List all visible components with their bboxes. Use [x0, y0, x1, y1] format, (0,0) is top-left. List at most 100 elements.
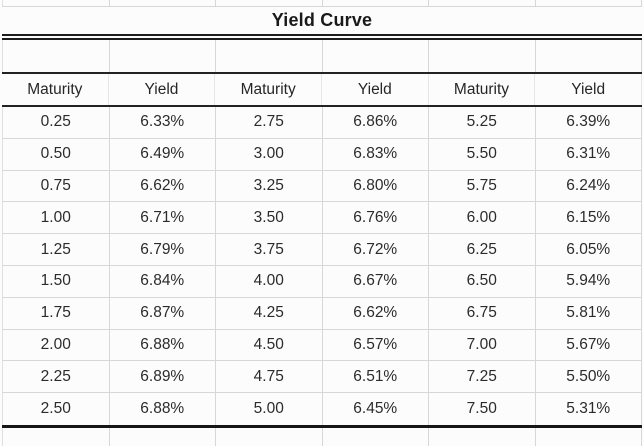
- table-cell[interactable]: 6.62%: [323, 297, 429, 329]
- table-cell[interactable]: 6.00: [429, 202, 536, 234]
- table-cell[interactable]: 4.25: [216, 297, 323, 329]
- table-cell[interactable]: 6.72%: [323, 234, 429, 265]
- gridline-row-bottom: [2, 427, 642, 446]
- table-cell[interactable]: 6.39%: [536, 107, 642, 138]
- grid-cell: [429, 427, 536, 446]
- table-cell[interactable]: 0.50: [3, 138, 110, 170]
- table-cell[interactable]: 5.67%: [536, 329, 642, 361]
- table-title-cell[interactable]: Yield Curve: [2, 7, 642, 40]
- table-cell[interactable]: 0.75: [3, 170, 110, 202]
- table-row: 2.25 6.89% 4.75 6.51% 7.25 5.50%: [2, 361, 642, 394]
- header-cell[interactable]: Yield: [322, 74, 429, 105]
- grid-cell: [216, 40, 323, 72]
- grid-cell: [429, 0, 536, 6]
- table-cell[interactable]: 6.67%: [323, 265, 429, 297]
- table-cell[interactable]: 6.25: [429, 234, 536, 265]
- table-cell[interactable]: 6.79%: [110, 234, 216, 265]
- blank-row: [2, 40, 642, 72]
- table-row: 1.75 6.87% 4.25 6.62% 6.75 5.81%: [2, 297, 642, 330]
- grid-cell: [3, 427, 110, 446]
- table-row: 2.50 6.88% 5.00 6.45% 7.50 5.31%: [2, 393, 642, 425]
- table-cell[interactable]: 1.75: [3, 297, 110, 329]
- table-cell[interactable]: 3.50: [216, 202, 323, 234]
- grid-cell: [323, 0, 429, 6]
- table-cell[interactable]: 6.86%: [323, 107, 429, 138]
- table-cell[interactable]: 6.45%: [323, 393, 429, 425]
- grid-cell: [323, 40, 429, 72]
- table-cell[interactable]: 6.80%: [323, 170, 429, 202]
- table-cell[interactable]: 6.24%: [536, 170, 642, 202]
- table-cell[interactable]: 2.75: [216, 107, 323, 138]
- header-cell[interactable]: Yield: [535, 74, 642, 105]
- header-cell[interactable]: Yield: [109, 74, 216, 105]
- grid-cell: [536, 40, 642, 72]
- table-cell[interactable]: 1.25: [3, 234, 110, 265]
- table-cell[interactable]: 5.00: [216, 393, 323, 425]
- table-cell[interactable]: 0.25: [3, 107, 110, 138]
- table-cell[interactable]: 6.15%: [536, 202, 642, 234]
- table-cell[interactable]: 6.88%: [110, 393, 216, 425]
- header-cell[interactable]: Maturity: [429, 74, 536, 105]
- table-cell[interactable]: 5.31%: [536, 393, 642, 425]
- table-cell[interactable]: 1.00: [3, 202, 110, 234]
- table-cell[interactable]: 5.50: [429, 138, 536, 170]
- table-row: 1.50 6.84% 4.00 6.67% 6.50 5.94%: [2, 265, 642, 298]
- table-row: 1.25 6.79% 3.75 6.72% 6.25 6.05%: [2, 234, 642, 266]
- table-cell[interactable]: 6.33%: [110, 107, 216, 138]
- table-cell[interactable]: 7.25: [429, 361, 536, 393]
- table-cell[interactable]: 6.31%: [536, 138, 642, 170]
- table-cell[interactable]: 3.00: [216, 138, 323, 170]
- table-row: 0.75 6.62% 3.25 6.80% 5.75 6.24%: [2, 170, 642, 203]
- grid-cell: [216, 427, 323, 446]
- gridline-row-top: [2, 0, 642, 7]
- table-cell[interactable]: 6.89%: [110, 361, 216, 393]
- table-cell[interactable]: 6.49%: [110, 138, 216, 170]
- table-cell[interactable]: 6.05%: [536, 234, 642, 265]
- table-cell[interactable]: 4.50: [216, 329, 323, 361]
- table-cell[interactable]: 2.50: [3, 393, 110, 425]
- grid-cell: [110, 427, 216, 446]
- table-row: 1.00 6.71% 3.50 6.76% 6.00 6.15%: [2, 202, 642, 235]
- table-body: 0.25 6.33% 2.75 6.86% 5.25 6.39% 0.50 6.49% 3.00…: [2, 107, 642, 428]
- grid-cell: [110, 0, 216, 6]
- table-cell[interactable]: 3.25: [216, 170, 323, 202]
- table-row: 2.00 6.88% 4.50 6.57% 7.00 5.67%: [2, 329, 642, 362]
- table-cell[interactable]: 5.50%: [536, 361, 642, 393]
- table-cell[interactable]: 6.71%: [110, 202, 216, 234]
- table-cell[interactable]: 6.83%: [323, 138, 429, 170]
- table-cell[interactable]: 7.50: [429, 393, 536, 425]
- table-cell[interactable]: 3.75: [216, 234, 323, 265]
- table-cell[interactable]: 5.25: [429, 107, 536, 138]
- grid-cell: [536, 427, 642, 446]
- grid-cell: [429, 40, 536, 72]
- table-cell[interactable]: 2.00: [3, 329, 110, 361]
- grid-cell: [323, 427, 429, 446]
- table-cell[interactable]: 5.81%: [536, 297, 642, 329]
- table-cell[interactable]: 7.00: [429, 329, 536, 361]
- grid-cell: [3, 40, 110, 72]
- table-cell[interactable]: 6.62%: [110, 170, 216, 202]
- table-cell[interactable]: 4.00: [216, 265, 323, 297]
- table-row: 0.25 6.33% 2.75 6.86% 5.25 6.39%: [2, 107, 642, 139]
- table-cell[interactable]: 1.50: [3, 265, 110, 297]
- table-cell[interactable]: 4.75: [216, 361, 323, 393]
- header-cell[interactable]: Maturity: [2, 74, 109, 105]
- header-cell[interactable]: Maturity: [215, 74, 322, 105]
- grid-cell: [3, 0, 110, 6]
- table-row: 0.50 6.49% 3.00 6.83% 5.50 6.31%: [2, 138, 642, 171]
- table-cell[interactable]: 5.75: [429, 170, 536, 202]
- grid-cell: [216, 0, 323, 6]
- table-cell[interactable]: 6.87%: [110, 297, 216, 329]
- grid-cell: [110, 40, 216, 72]
- table-title: Yield Curve: [271, 10, 373, 30]
- table-cell[interactable]: 6.57%: [323, 329, 429, 361]
- table-cell[interactable]: 2.25: [3, 361, 110, 393]
- table-cell[interactable]: 6.84%: [110, 265, 216, 297]
- table-cell[interactable]: 6.51%: [323, 361, 429, 393]
- table-cell[interactable]: 6.75: [429, 297, 536, 329]
- table-cell[interactable]: 6.50: [429, 265, 536, 297]
- table-cell[interactable]: 6.76%: [323, 202, 429, 234]
- table-cell[interactable]: 6.88%: [110, 329, 216, 361]
- table-cell[interactable]: 5.94%: [536, 265, 642, 297]
